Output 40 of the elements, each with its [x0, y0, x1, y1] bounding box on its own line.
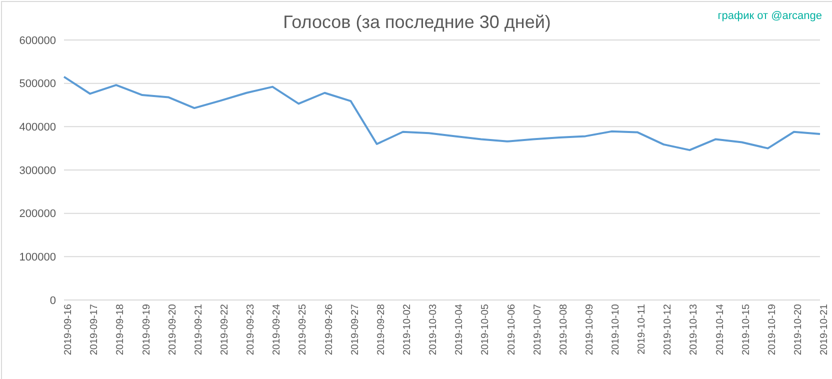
y-tick-label: 100000 [19, 252, 56, 264]
x-tick-label: 2019-10-03 [428, 304, 440, 356]
x-tick-label: 2019-09-20 [167, 304, 178, 356]
y-tick-label: 600000 [19, 34, 56, 47]
x-tick-label: 2019-10-07 [532, 304, 544, 356]
x-tick-label: 2019-09-27 [350, 304, 361, 356]
y-tick-label: 0 [50, 294, 56, 307]
x-tick-label: 2019-10-14 [714, 304, 726, 356]
y-tick-label: 400000 [19, 122, 56, 134]
x-tick-label: 2019-09-22 [220, 304, 231, 356]
x-tick-label: 2019-10-08 [558, 304, 570, 356]
x-tick-label: 2019-09-16 [63, 304, 74, 356]
x-tick-label: 2019-09-24 [272, 304, 283, 356]
chart-title: Голосов (за последние 30 дней) [283, 12, 551, 32]
x-tick-label: 2019-10-11 [636, 304, 648, 354]
y-tick-label: 500000 [19, 78, 56, 90]
y-tick-label: 300000 [19, 164, 56, 177]
x-tick-label: 2019-09-19 [141, 304, 152, 356]
x-tick-label: 2019-09-28 [376, 304, 387, 356]
x-tick-label: 2019-10-20 [793, 304, 804, 356]
x-tick-label: 2019-09-26 [324, 304, 335, 356]
text: график от @arcange [718, 10, 822, 22]
x-tick-label: 2019-10-13 [688, 304, 700, 356]
x-tick-label: 2019-10-06 [506, 304, 518, 356]
x-tick-label: 2019-10-21 [819, 304, 830, 356]
x-tick-label: 2019-10-12 [662, 304, 674, 356]
y-tick-label: 200000 [19, 208, 56, 220]
x-tick-label: 2019-09-21 [193, 304, 204, 356]
x-tick-label: 2019-10-02 [402, 304, 413, 356]
x-tick-label: 2019-10-10 [610, 304, 622, 356]
x-tick-label: 2019-10-09 [584, 304, 596, 356]
x-tick-label: 2019-09-25 [298, 304, 309, 356]
x-tick-label: 2019-10-04 [454, 304, 466, 356]
x-tick-label: 2019-09-23 [246, 304, 257, 356]
x-tick-label: 2019-10-05 [480, 304, 492, 356]
line-series [63, 76, 821, 152]
x-tick-label: 2019-09-17 [89, 304, 100, 356]
x-tick-label: 2019-10-19 [766, 304, 778, 356]
x-tick-label: 2019-09-18 [115, 304, 126, 356]
x-tick-label: 2019-10-15 [740, 304, 752, 356]
